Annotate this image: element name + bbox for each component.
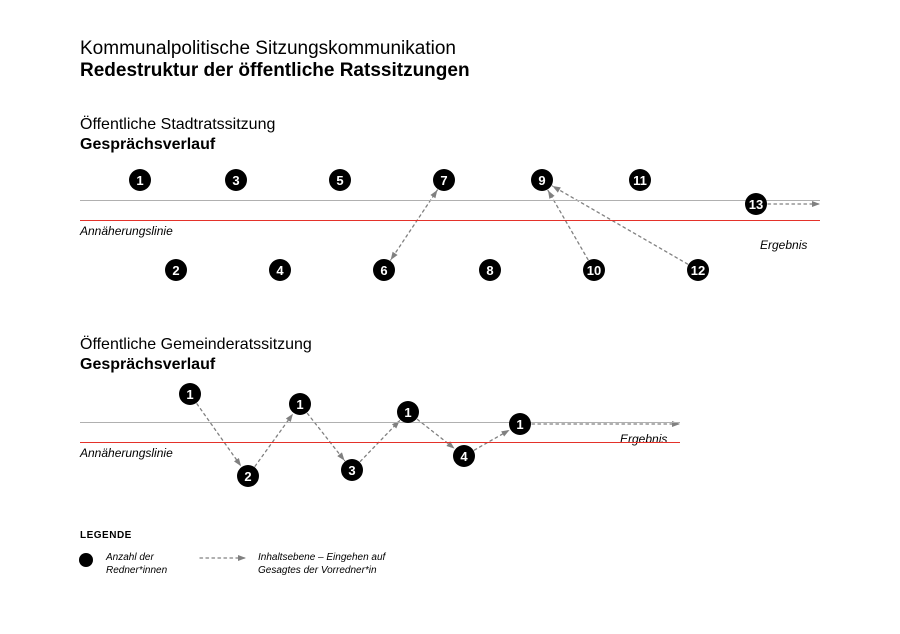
chart2-title: Öffentliche Gemeinderatssitzung [80,336,312,354]
speaker-node: 1 [179,383,201,405]
speaker-node: 7 [433,169,455,191]
speaker-node: 11 [629,169,651,191]
speaker-node: 1 [509,413,531,435]
chart2-axis-label: Annäherungslinie [80,446,173,460]
legend-node-icon [79,553,93,567]
arrow-layer [0,0,900,634]
speaker-node: 1 [397,401,419,423]
speaker-node: 4 [453,445,475,467]
speaker-node: 5 [329,169,351,191]
speaker-node: 1 [289,393,311,415]
chart1-result-label: Ergebnis [760,238,807,252]
speaker-node: 4 [269,259,291,281]
legend-node-text: Anzahl der Redner*innen [106,552,167,577]
approximation-line [80,422,680,423]
speaker-node: 12 [687,259,709,281]
annaeherungslinie [80,220,820,221]
chart1-axis-label: Annäherungslinie [80,224,173,238]
page-subtitle: Redestruktur der öffentliche Ratssitzung… [80,60,470,82]
legend-arrow-text: Inhaltsebene – Eingehen auf Gesagtes der… [258,552,385,577]
speaker-node: 13 [745,193,767,215]
chart2-subtitle: Gesprächsverlauf [80,356,215,374]
legend-heading: LEGENDE [80,530,132,541]
speaker-node: 9 [531,169,553,191]
approximation-line [80,200,820,201]
speaker-node: 3 [341,459,363,481]
speaker-node: 3 [225,169,247,191]
chart1-title: Öffentliche Stadtratssitzung [80,116,275,134]
speaker-node: 10 [583,259,605,281]
speaker-node: 8 [479,259,501,281]
chart2-result-label: Ergebnis [620,432,667,446]
page-title: Kommunalpolitische Sitzungskommunikation [80,38,456,60]
speaker-node: 2 [237,465,259,487]
speaker-node: 2 [165,259,187,281]
speaker-node: 6 [373,259,395,281]
annaeherungslinie [80,442,680,443]
chart1-subtitle: Gesprächsverlauf [80,136,215,154]
speaker-node: 1 [129,169,151,191]
